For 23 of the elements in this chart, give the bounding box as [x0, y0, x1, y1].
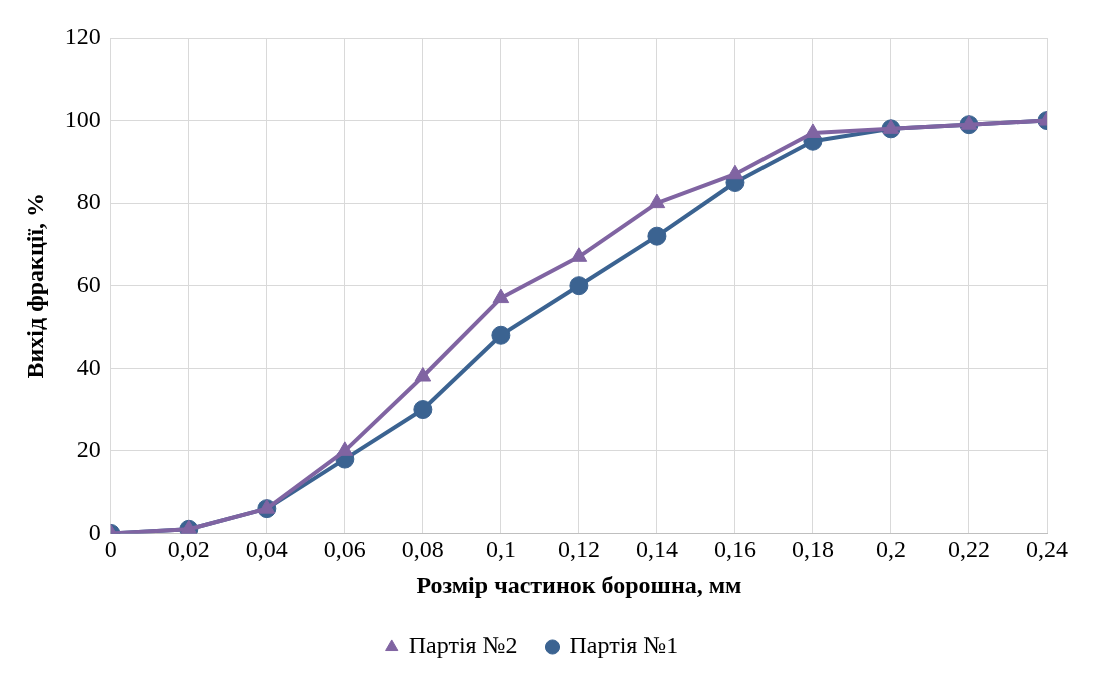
x-tick-label: 0,24	[1026, 536, 1068, 563]
y-tick-label: 100	[64, 105, 101, 132]
x-tick-label: 0,1	[485, 536, 516, 563]
y-tick-label: 60	[76, 271, 101, 297]
x-tick-label: 0,12	[557, 536, 600, 563]
x-tick-label: 0,22	[947, 536, 990, 563]
x-tick-label: 0,02	[167, 536, 210, 563]
y-axis-title: Вихід фракції, %	[21, 192, 48, 379]
legend-label: Партія №2	[408, 632, 518, 659]
x-tick-label: 0,16	[713, 536, 756, 563]
x-tick-label: 0,18	[791, 536, 834, 563]
x-axis-title: Розмір частинок борошна, мм	[416, 571, 742, 598]
y-tick-label: 20	[76, 436, 101, 463]
x-tick-label: 0,08	[401, 536, 444, 563]
y-tick-label: 120	[64, 23, 101, 50]
x-tick-label: 0,06	[323, 536, 366, 563]
y-tick-label: 80	[76, 188, 101, 215]
y-tick-label: 40	[76, 353, 101, 380]
x-tick-label: 0,04	[245, 536, 288, 563]
y-tick-label: 0	[88, 518, 101, 545]
legend-label: Партія №1	[569, 632, 679, 659]
x-tick-label: 0,2	[875, 536, 906, 563]
x-tick-label: 0,14	[635, 536, 678, 563]
